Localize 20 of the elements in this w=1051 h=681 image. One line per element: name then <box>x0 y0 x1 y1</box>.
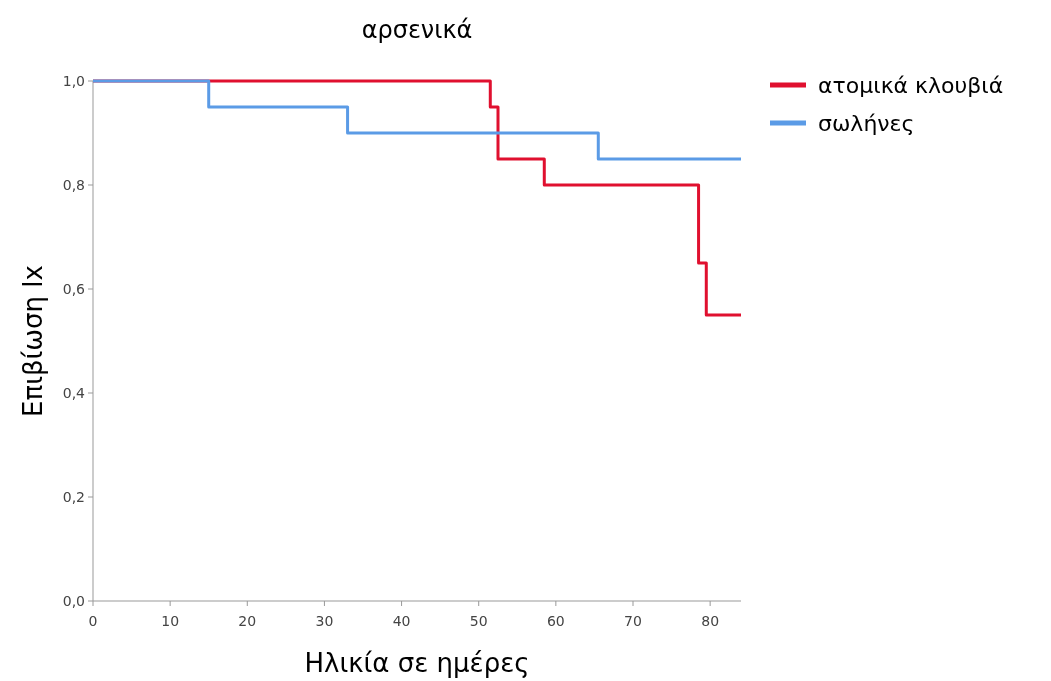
x-tick-label: 70 <box>624 613 642 629</box>
legend-label: σωλήνες <box>818 111 915 136</box>
y-tick-label: 0,6 <box>62 281 86 297</box>
x-tick-label: 50 <box>469 613 488 629</box>
x-tick-label: 10 <box>161 613 180 629</box>
y-axis-title: Επιβίωση lx <box>18 265 48 417</box>
x-tick-label: 0 <box>88 613 98 629</box>
y-tick-label: 0,2 <box>62 489 85 505</box>
legend-label: ατομικά κλουβιά <box>818 73 1004 98</box>
x-tick-label: 80 <box>701 613 720 629</box>
x-tick-label: 20 <box>238 613 257 629</box>
chart-title: αρσενικά <box>361 16 473 44</box>
x-axis-title: Ηλικία σε ημέρες <box>304 648 530 678</box>
y-tick-label: 0,0 <box>62 593 85 609</box>
x-tick-label: 40 <box>392 613 411 629</box>
x-tick-label: 30 <box>315 613 334 629</box>
y-tick-label: 0,8 <box>62 177 85 193</box>
x-tick-label: 60 <box>546 613 565 629</box>
y-tick-label: 0,4 <box>62 385 86 401</box>
y-tick-label: 1,0 <box>62 73 85 89</box>
